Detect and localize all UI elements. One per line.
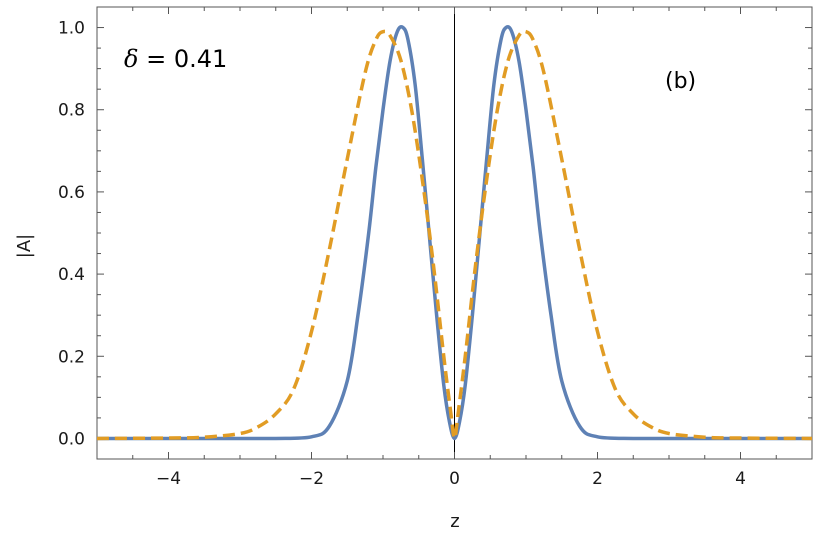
x-tick-label: 4 [735, 469, 746, 489]
panel-label: (b) [665, 69, 696, 94]
x-tick-label: −4 [156, 469, 181, 489]
x-axis-label: z [450, 511, 459, 532]
delta-symbol: δ [124, 45, 138, 73]
y-axis-ticks: 0.0 0.2 0.4 0.6 0.8 1.0 [58, 19, 812, 449]
series-solid-line [97, 25, 812, 441]
y-tick-label: 0.8 [58, 101, 85, 121]
x-tick-label: 0 [449, 469, 460, 489]
y-tick-label: 0.0 [58, 429, 85, 449]
series-curves [96, 25, 813, 441]
x-tick-label: −2 [299, 469, 324, 489]
y-tick-label: 0.2 [58, 347, 85, 367]
y-axis-label: |A| [14, 234, 35, 258]
x-tick-label: 2 [592, 469, 603, 489]
delta-annotation: δ = 0.41 [124, 45, 227, 73]
delta-value: = 0.41 [138, 45, 227, 73]
series-dashed-line [96, 29, 813, 441]
y-tick-label: 1.0 [58, 19, 85, 39]
y-tick-label: 0.4 [58, 265, 85, 285]
y-tick-label: 0.6 [58, 183, 85, 203]
x-axis-ticks: −4 −2 0 2 4 [96, 7, 813, 489]
